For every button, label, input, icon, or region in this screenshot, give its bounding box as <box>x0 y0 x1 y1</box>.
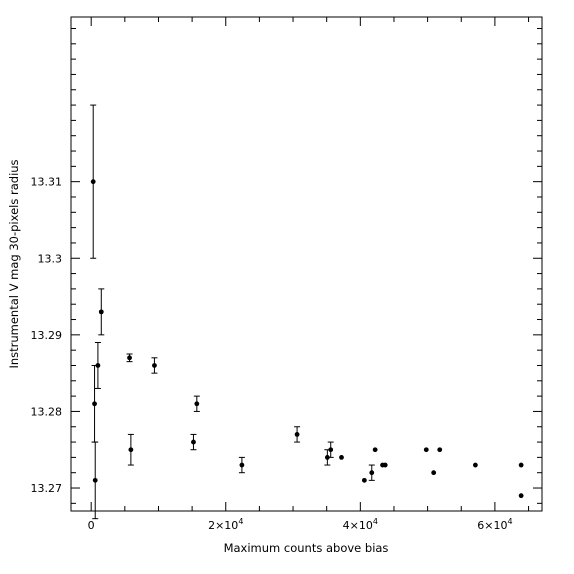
y-axis-label: Instrumental V mag 30-pixels radius <box>7 159 21 368</box>
data-point <box>372 447 378 453</box>
x-tick-label-exponent: 4 <box>507 517 512 526</box>
x-tick-label-mantissa: 4×10 <box>343 519 373 532</box>
data-point <box>518 493 524 499</box>
y-tick-label: 13.31 <box>31 176 63 189</box>
x-tick-label: 2×104 <box>208 517 243 532</box>
data-point <box>194 401 200 407</box>
data-point <box>128 447 134 453</box>
y-tick-label: 13.28 <box>31 405 63 418</box>
data-point <box>361 477 367 483</box>
data-point <box>518 462 524 468</box>
plot-frame <box>70 16 543 512</box>
x-tick-label: 4×104 <box>343 517 378 532</box>
data-point <box>92 401 97 407</box>
x-tick-label-mantissa: 6×10 <box>477 519 507 532</box>
data-point <box>95 363 101 368</box>
x-tick-label: 0 <box>88 519 95 532</box>
data-point <box>98 309 104 315</box>
data-point <box>92 477 98 483</box>
data-point <box>90 179 96 185</box>
data-point <box>369 470 375 476</box>
data-points <box>90 104 524 520</box>
data-point <box>339 454 344 460</box>
y-tick-label: 13.3 <box>38 252 63 265</box>
data-point <box>472 462 478 468</box>
x-tick-label-mantissa: 0 <box>88 519 95 532</box>
y-tick-label: 13.27 <box>31 482 63 495</box>
x-tick-label: 6×104 <box>477 517 512 532</box>
axis-ticks <box>71 17 542 511</box>
data-point <box>191 439 196 445</box>
data-point <box>431 470 437 476</box>
data-point <box>437 447 443 453</box>
data-point <box>382 462 388 468</box>
x-tick-label-mantissa: 2×10 <box>208 519 238 532</box>
data-point <box>239 462 245 468</box>
data-point <box>127 355 132 361</box>
data-point <box>152 363 157 368</box>
data-point <box>324 454 330 460</box>
data-point <box>294 432 300 437</box>
x-tick-label-exponent: 4 <box>238 517 243 526</box>
data-point <box>423 447 429 453</box>
data-point <box>328 447 334 453</box>
y-tick-label: 13.29 <box>31 329 63 342</box>
x-tick-label-exponent: 4 <box>373 517 378 526</box>
x-axis-label: Maximum counts above bias <box>224 541 389 555</box>
